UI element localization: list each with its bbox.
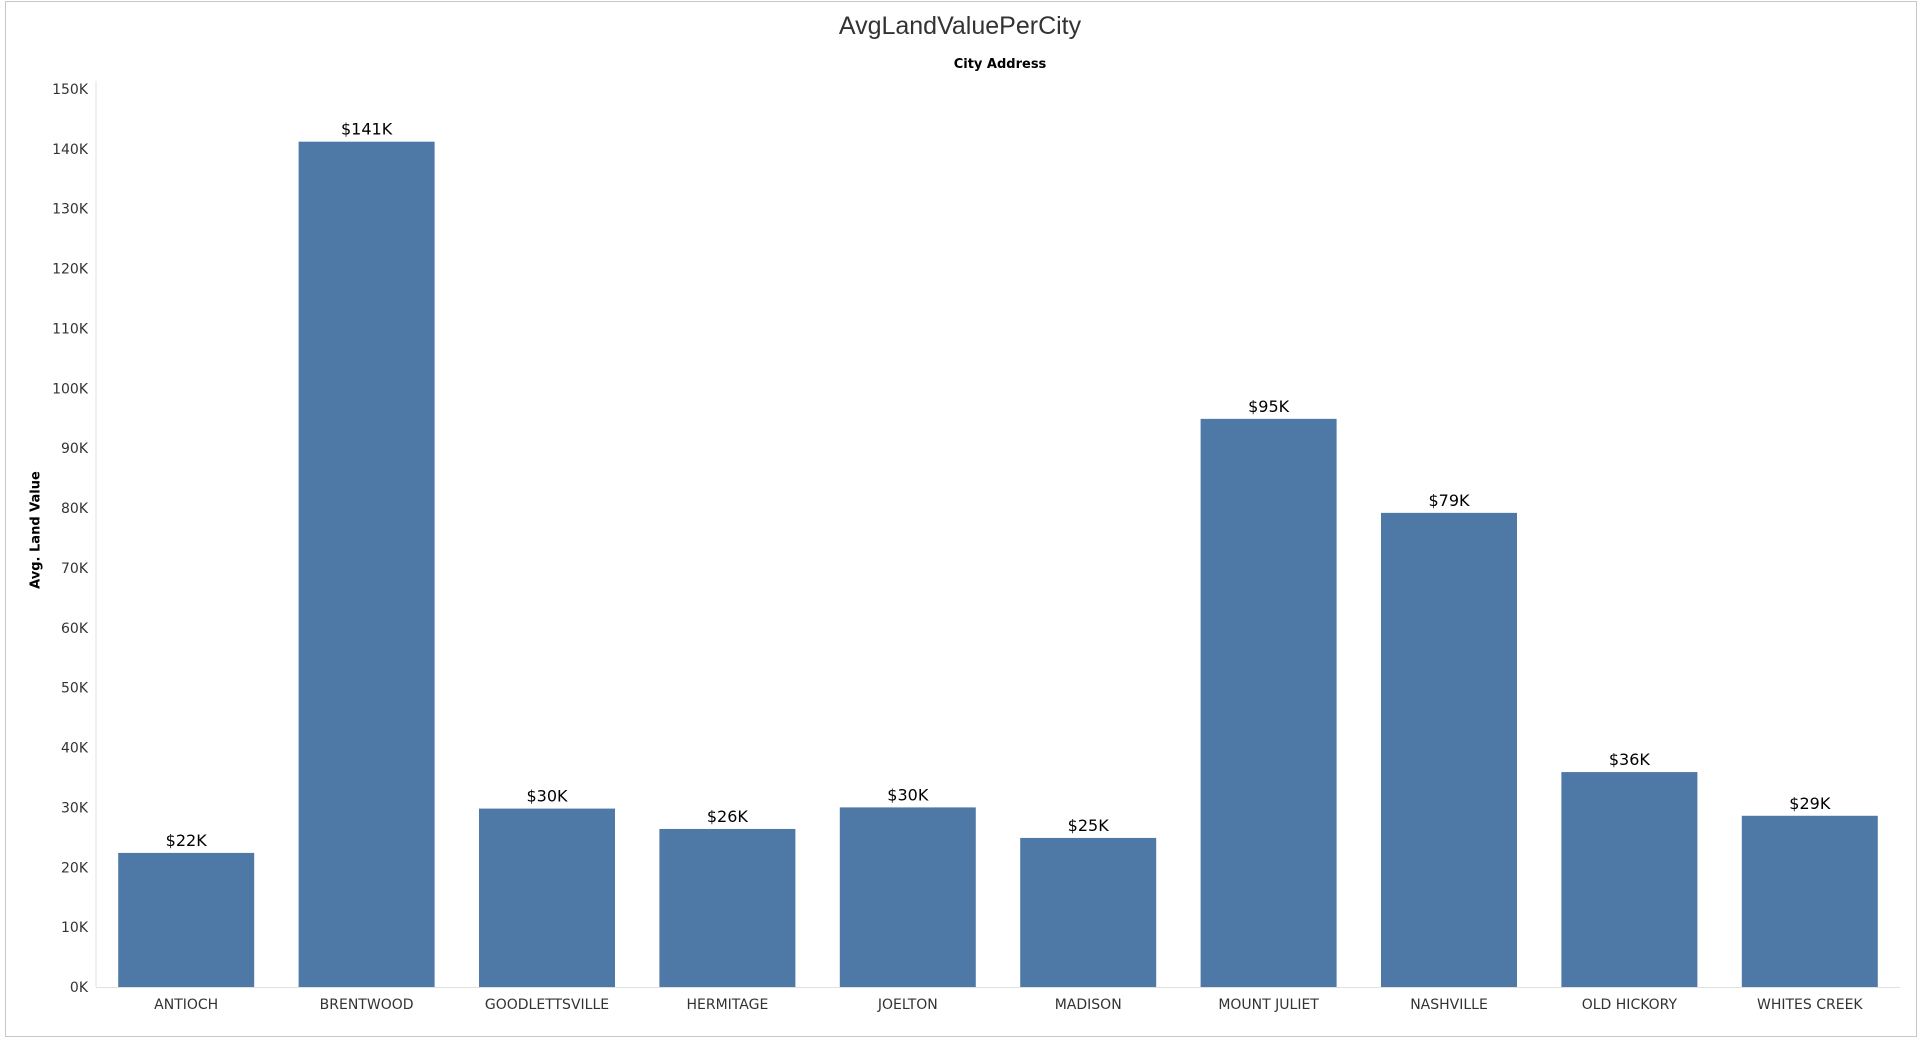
x-axis-title: City Address	[953, 57, 1047, 72]
x-tick-label: WHITES CREEK	[1757, 997, 1863, 1013]
data-label: $141K	[341, 120, 393, 139]
x-tick-label: MOUNT JULIET	[1218, 997, 1319, 1013]
x-tick-label: JOELTON	[877, 997, 938, 1013]
y-tick-label: 40K	[61, 741, 89, 757]
bar	[1381, 512, 1517, 987]
y-tick-label: 150K	[52, 82, 89, 98]
y-axis: 0K 10K 20K 30K 40K 50K 60K 70K 80K 90K 100K 110K 120…	[52, 81, 97, 996]
x-axis: ANTIOCH BRENTWOOD GOODLETTSVILLE HERMITAGE J…	[96, 987, 1900, 1013]
bar	[839, 807, 976, 987]
y-tick-label: 30K	[61, 800, 89, 816]
y-tick-label: 130K	[52, 202, 89, 218]
data-label: $30K	[526, 787, 568, 806]
bar	[298, 141, 435, 987]
bar	[1741, 815, 1878, 987]
bar	[479, 808, 615, 987]
y-tick-label: 0K	[70, 980, 89, 996]
data-label: $30K	[887, 785, 929, 804]
data-label: $79K	[1428, 491, 1470, 510]
chart-title: AvgLandValuePerCity	[838, 12, 1082, 40]
data-label: $95K	[1248, 397, 1290, 416]
y-tick-label: 50K	[61, 681, 89, 697]
bars: $22K $141K $30K $26K $30K $25K $95K $79K $36K $29…	[118, 120, 1878, 987]
x-tick-label: ANTIOCH	[154, 997, 218, 1013]
y-tick-label: 10K	[61, 920, 89, 936]
x-tick-label: NASHVILLE	[1410, 997, 1488, 1013]
x-tick-label: MADISON	[1055, 997, 1122, 1013]
bar	[659, 828, 796, 987]
y-tick-label: 80K	[61, 501, 89, 517]
x-tick-label: HERMITAGE	[686, 997, 768, 1013]
bar	[1020, 837, 1157, 987]
y-tick-label: 90K	[61, 441, 89, 457]
x-tick-label: BRENTWOOD	[320, 997, 414, 1013]
y-tick-label: 140K	[52, 142, 89, 158]
data-label: $29K	[1789, 794, 1831, 813]
data-label: $36K	[1609, 750, 1651, 769]
y-tick-label: 100K	[52, 381, 89, 397]
bar	[1561, 772, 1698, 987]
data-label: $26K	[707, 807, 749, 826]
bar	[118, 852, 255, 987]
y-tick-label: 70K	[61, 561, 89, 577]
x-tick-label: OLD HICKORY	[1582, 997, 1678, 1013]
y-tick-label: 60K	[61, 621, 89, 637]
bar	[1200, 418, 1337, 987]
x-tick-label: GOODLETTSVILLE	[485, 997, 609, 1013]
y-tick-label: 110K	[52, 321, 89, 337]
data-label: $25K	[1068, 816, 1110, 835]
data-label: $22K	[166, 831, 208, 850]
y-tick-label: 20K	[61, 860, 89, 876]
y-tick-label: 120K	[52, 262, 89, 278]
